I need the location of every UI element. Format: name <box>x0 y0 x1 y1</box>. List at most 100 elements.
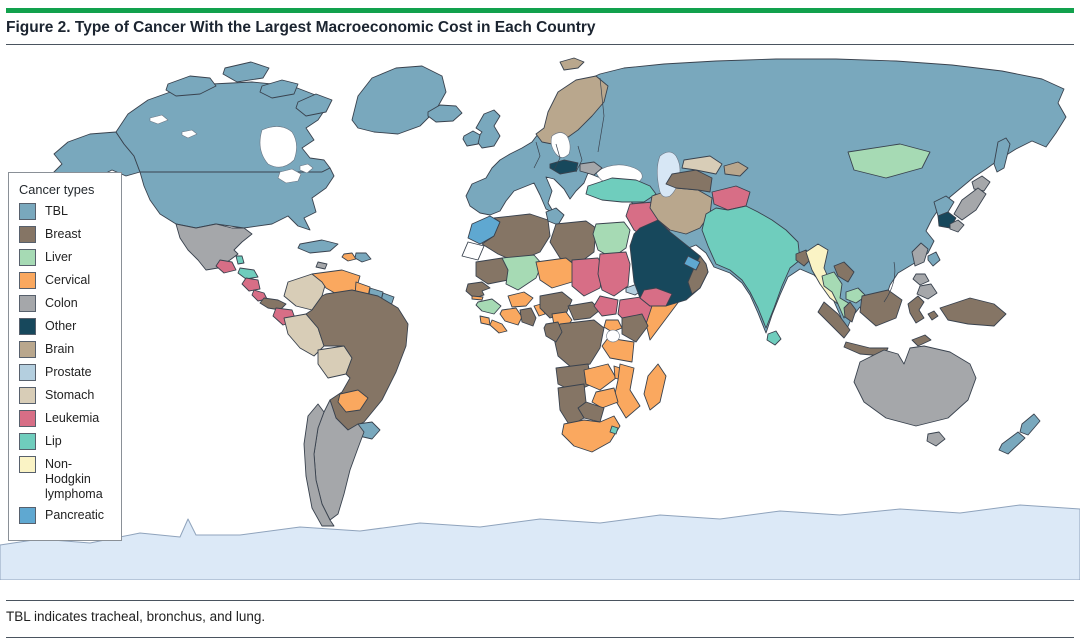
country-hungary <box>579 161 603 176</box>
country-uganda <box>603 319 623 333</box>
great-lakes <box>149 114 314 184</box>
footer-divider-top <box>6 600 1074 601</box>
country-malaysia <box>843 301 857 323</box>
country-svalbard <box>559 57 585 71</box>
country-jamaica <box>315 261 328 270</box>
figure-title: Figure 2. Type of Cancer With the Larges… <box>6 19 596 36</box>
world-map-container <box>0 56 1080 580</box>
country-japan-kyushu <box>949 219 965 233</box>
lake-victoria <box>606 329 620 343</box>
arctic-island-2 <box>222 61 270 83</box>
country-new-guinea <box>939 297 1007 327</box>
country-nz-north <box>1019 413 1041 436</box>
country-cambodia <box>845 287 867 304</box>
country-burkina-faso <box>507 291 534 308</box>
country-dominican-republic <box>354 252 372 263</box>
legend-item-brain: Brain <box>19 341 115 358</box>
legend-swatch-liver <box>19 249 36 266</box>
legend-item-colon: Colon <box>19 295 115 312</box>
legend-item-nhl: Non-Hodgkin lymphoma <box>19 456 115 501</box>
country-tunisia <box>545 207 565 226</box>
legend-swatch-breast <box>19 226 36 243</box>
legend-item-stomach: Stomach <box>19 387 115 404</box>
legend-item-pancreatic: Pancreatic <box>19 507 115 525</box>
country-namibia <box>557 383 587 427</box>
legend-box: Cancer types TBL Breast Liver Cervical Colon… <box>8 172 122 542</box>
country-sierra-leone <box>479 315 491 326</box>
legend-swatch-other <box>19 318 36 335</box>
hudson-bay <box>259 126 297 168</box>
legend-swatch-pancreatic <box>19 507 36 525</box>
country-nicaragua <box>241 277 261 292</box>
legend-item-prostate: Prostate <box>19 364 115 381</box>
country-greenland <box>351 65 447 135</box>
legend-label-stomach: Stomach <box>45 388 95 402</box>
country-mongolia <box>847 143 931 179</box>
legend-label-nhl: Non-Hodgkin lymphoma <box>45 457 103 501</box>
country-mozambique <box>613 363 641 419</box>
legend-label-lip: Lip <box>45 434 62 448</box>
legend-label-tbl: TBL <box>45 204 68 218</box>
legend-swatch-tbl <box>19 203 36 220</box>
country-tasmania <box>926 431 946 447</box>
country-haiti <box>341 252 357 262</box>
country-laos <box>833 261 855 283</box>
arctic-island-1 <box>165 75 217 97</box>
country-sumatra <box>817 301 851 339</box>
country-united-kingdom <box>475 109 501 149</box>
country-liberia <box>489 319 508 334</box>
legend-label-cervical: Cervical <box>45 273 91 287</box>
figure-footnote: TBL indicates tracheal, bronchus, and lu… <box>6 609 266 624</box>
country-tanzania <box>601 337 635 363</box>
country-moluccas <box>927 310 939 321</box>
country-honduras <box>237 267 259 280</box>
country-chad <box>571 257 605 297</box>
legend-item-leukemia: Leukemia <box>19 410 115 427</box>
legend-item-lip: Lip <box>19 433 115 450</box>
legend-item-liver: Liver <box>19 249 115 266</box>
legend-item-breast: Breast <box>19 226 115 243</box>
country-zambia <box>583 363 617 391</box>
country-north-korea <box>933 195 955 217</box>
legend-title: Cancer types <box>19 182 95 197</box>
country-philippines-luzon <box>911 242 929 267</box>
legend-swatch-lip <box>19 433 36 450</box>
country-sudan <box>597 251 631 297</box>
country-cote-divoire <box>499 307 523 326</box>
country-yemen <box>639 287 673 307</box>
legend-swatch-colon <box>19 295 36 312</box>
legend-swatch-nhl <box>19 456 36 473</box>
country-india-pakistan <box>701 205 801 329</box>
country-belize <box>235 255 245 265</box>
country-libya <box>549 220 597 265</box>
footer-divider-bottom <box>6 637 1074 638</box>
legend-swatch-cervical <box>19 272 36 289</box>
legend-label-colon: Colon <box>45 296 78 310</box>
country-philippines-visayas <box>912 273 930 286</box>
country-sakhalin <box>993 137 1011 173</box>
country-sri-lanka <box>766 330 782 346</box>
country-madagascar <box>643 363 667 411</box>
country-uae <box>683 255 701 271</box>
country-cuba <box>297 239 339 254</box>
country-turkey <box>585 177 657 203</box>
country-western-sahara <box>461 241 485 261</box>
country-eswatini <box>609 425 619 435</box>
country-kenya <box>621 313 649 343</box>
country-drc <box>553 319 605 369</box>
legend-label-leukemia: Leukemia <box>45 411 100 425</box>
country-nz-south <box>998 431 1026 455</box>
legend-label-liver: Liver <box>45 250 73 264</box>
legend-label-other: Other <box>45 319 77 333</box>
country-tajikistan <box>723 161 749 177</box>
country-ghana <box>519 307 537 327</box>
legend-label-breast: Breast <box>45 227 82 241</box>
legend-item-other: Other <box>19 318 115 335</box>
country-zimbabwe <box>591 387 619 409</box>
internal-borders <box>533 77 896 303</box>
antarctica <box>0 504 1080 580</box>
country-japan-hokkaido <box>971 175 991 192</box>
legend-label-prostate: Prostate <box>45 365 92 379</box>
country-guatemala <box>215 259 237 274</box>
country-iceland <box>427 104 463 123</box>
